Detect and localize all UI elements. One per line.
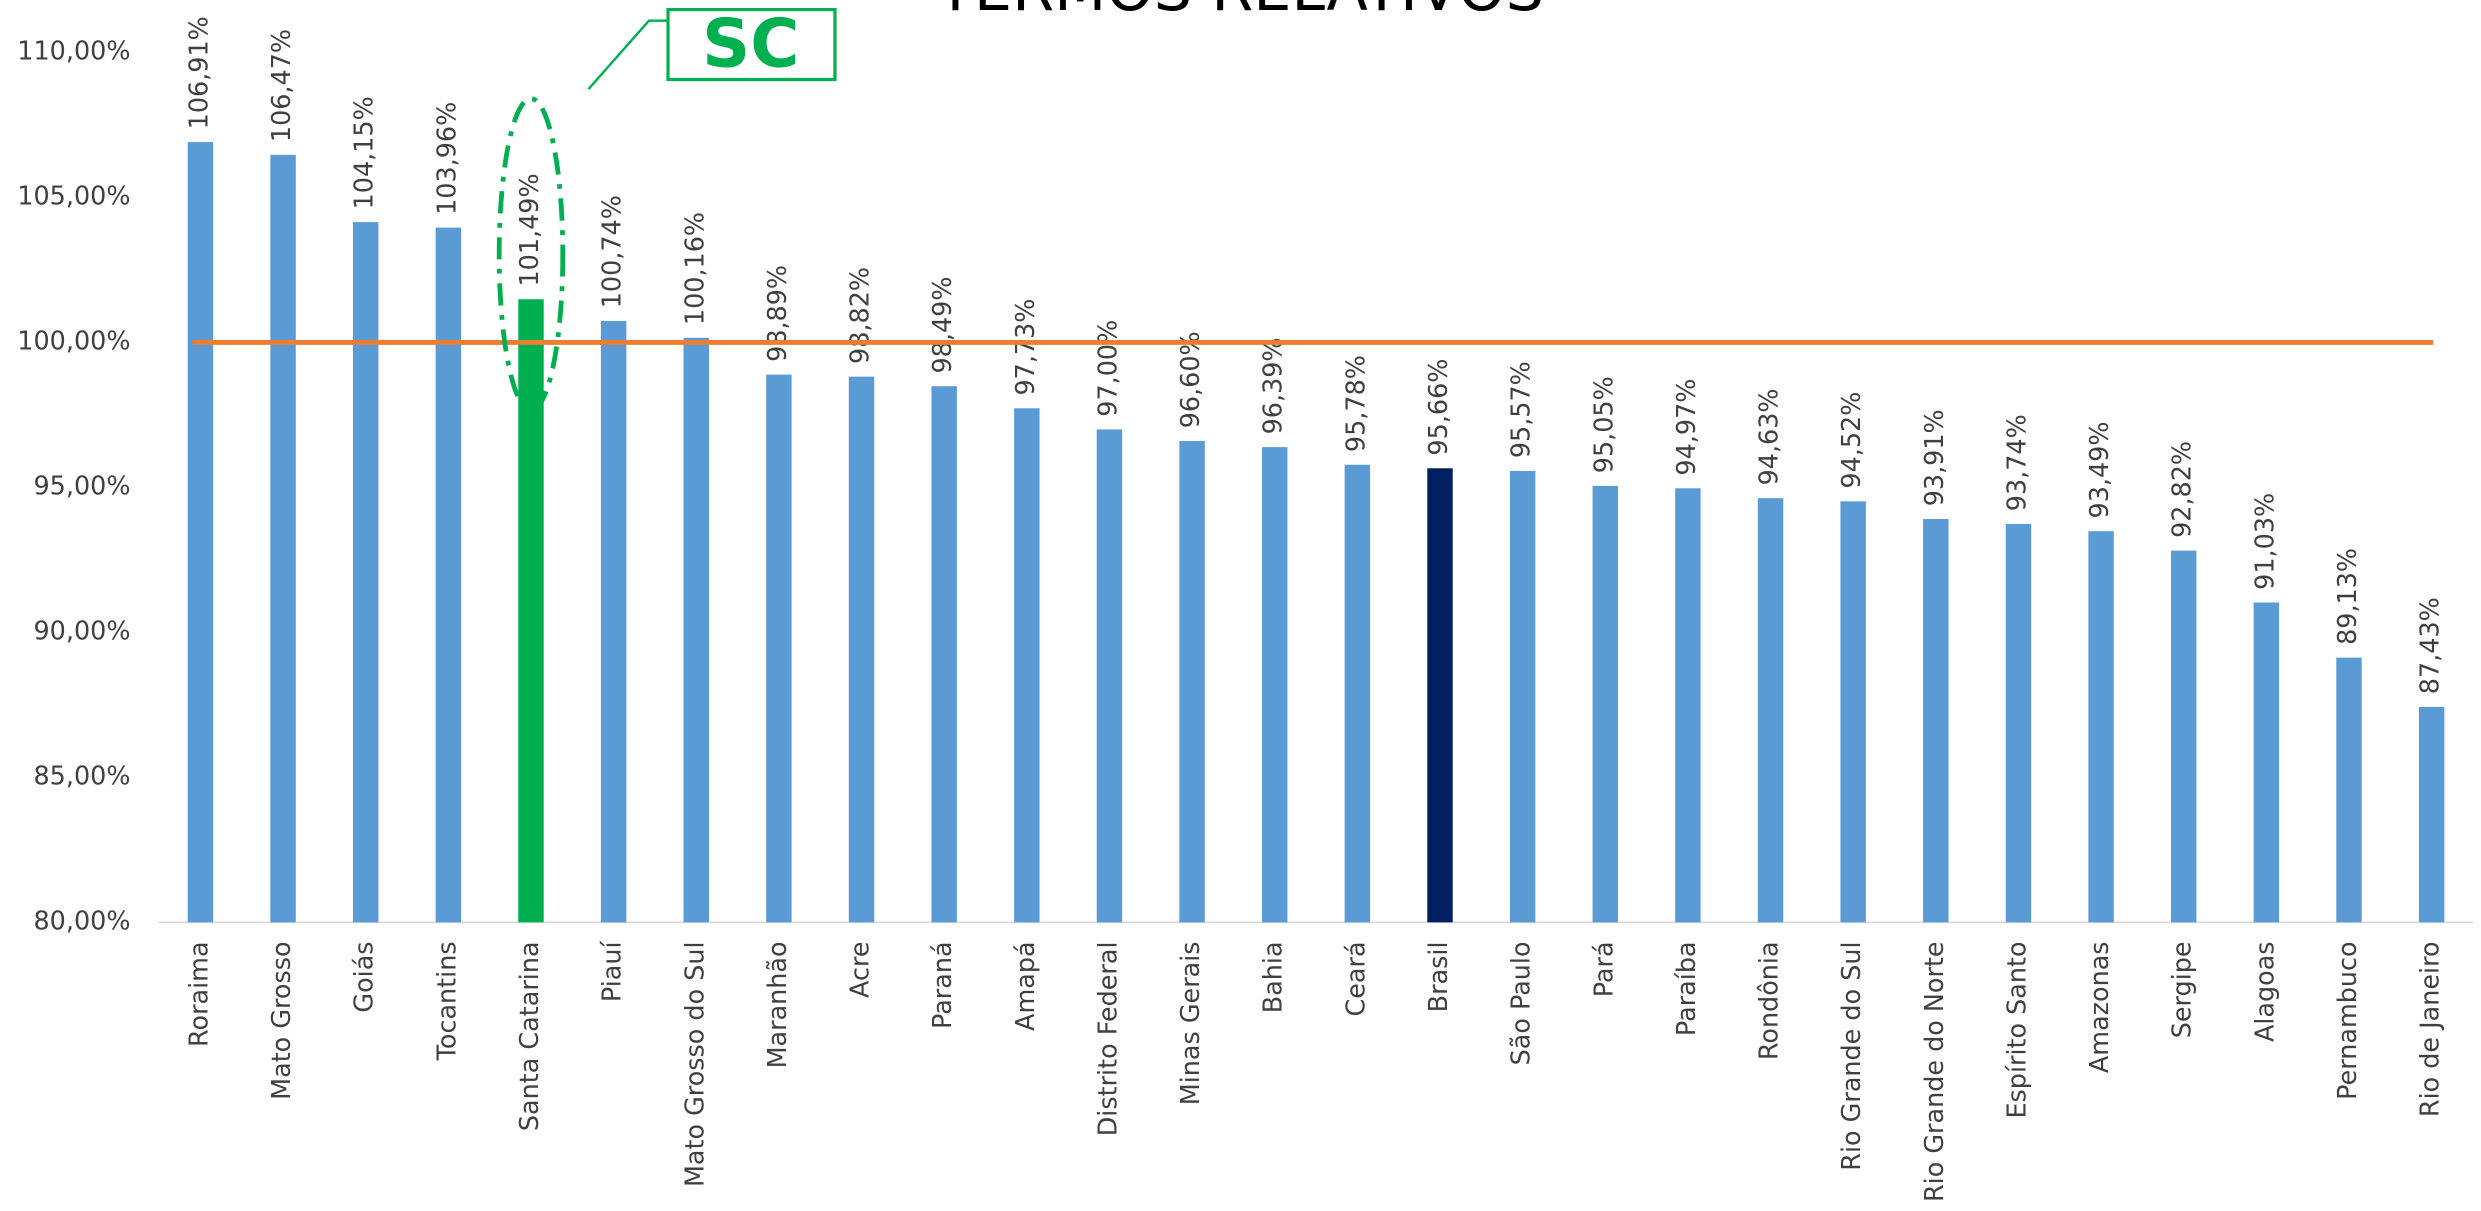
bar (2336, 657, 2362, 923)
y-tick-label: 110,00% (17, 35, 130, 65)
value-label: 95,05% (1588, 376, 1618, 473)
value-label: 95,57% (1506, 361, 1536, 458)
bar (187, 142, 214, 923)
x-tick-label: Amazonas (2084, 941, 2114, 1073)
x-tick-label: Paraná (927, 941, 957, 1029)
bar (1014, 408, 1040, 923)
bar (1509, 470, 1536, 923)
value-label: 98,82% (845, 267, 875, 364)
value-label: 106,47% (266, 29, 296, 142)
value-label: 98,49% (927, 276, 957, 373)
x-tick-label: Pernambuco (2332, 941, 2362, 1099)
x-tick-label: São Paulo (1506, 941, 1536, 1065)
bar (2170, 550, 2197, 923)
value-label: 97,73% (1010, 299, 1040, 396)
value-label: 96,60% (1175, 331, 1205, 428)
x-tick-label: Maranhão (762, 941, 792, 1068)
value-label: 87,43% (2415, 597, 2445, 694)
x-tick-label: Ceará (1340, 941, 1370, 1016)
value-label: 91,03% (2249, 493, 2279, 590)
bar (1179, 441, 1205, 923)
highlight-ellipse (496, 96, 566, 413)
annotation-leader (587, 19, 669, 90)
bar (1592, 485, 1618, 923)
bar (2005, 523, 2032, 923)
value-label: 95,66% (1423, 359, 1453, 456)
x-tick-label: Brasil (1423, 941, 1453, 1012)
x-tick-label: Amapá (1010, 941, 1040, 1031)
y-tick-label: 95,00% (34, 470, 131, 500)
x-tick-label: Acre (845, 941, 875, 997)
bar (2253, 602, 2280, 923)
bar (1840, 501, 1866, 923)
bar (1427, 468, 1453, 923)
bar (518, 299, 544, 923)
y-tick-label: 80,00% (34, 905, 131, 935)
value-label: 93,49% (2084, 421, 2114, 518)
value-label: 100,74% (597, 195, 627, 308)
x-tick-label: Minas Gerais (1175, 941, 1205, 1105)
chart-title: TERMOS RELATIVOS (936, 0, 1544, 25)
bar (1096, 429, 1123, 923)
value-label: 92,82% (2167, 441, 2197, 538)
value-label: 96,39% (1258, 337, 1288, 434)
value-label: 94,63% (1754, 388, 1784, 485)
x-tick-label: Piauí (597, 941, 627, 1003)
value-label: 100,16% (679, 212, 709, 325)
y-tick-label: 85,00% (34, 760, 131, 790)
x-tick-label: Bahia (1258, 941, 1288, 1013)
value-label: 101,49% (514, 173, 544, 286)
value-label: 98,89% (762, 265, 792, 362)
annotation: SC (702, 4, 799, 82)
bar (2088, 531, 2114, 923)
value-label: 93,74% (2001, 414, 2031, 511)
x-tick-label: Santa Catarina (514, 941, 544, 1131)
x-tick-label: Tocantins (431, 941, 461, 1061)
bar (1757, 498, 1784, 923)
x-tick-label: Roraima (183, 941, 213, 1047)
value-label: 106,91% (183, 16, 213, 129)
bar (600, 320, 627, 923)
x-tick-label: Alagoas (2249, 941, 2279, 1042)
x-tick-label: Espírito Santo (2001, 941, 2031, 1118)
bar (848, 376, 875, 923)
bar (1261, 447, 1288, 923)
value-label: 93,91% (1919, 409, 1949, 506)
y-tick-label: 105,00% (17, 180, 130, 210)
x-tick-label: Rio Grande do Sul (1836, 941, 1866, 1170)
bar (683, 337, 709, 923)
bar (2418, 706, 2445, 923)
x-tick-label: Mato Grosso (266, 941, 296, 1099)
x-tick-label: Mato Grosso do Sul (679, 941, 709, 1187)
value-label: 97,00% (1092, 320, 1122, 417)
x-tick-label: Sergipe (2167, 941, 2197, 1038)
value-label: 95,78% (1340, 355, 1370, 452)
value-label: 94,97% (1671, 379, 1701, 476)
x-tick-label: Rio Grande do Norte (1919, 941, 1949, 1202)
bar (766, 374, 792, 923)
value-label: 104,15% (349, 96, 379, 209)
value-label: 103,96% (431, 102, 461, 215)
bar (931, 386, 957, 923)
bar (1923, 519, 1949, 923)
x-tick-label: Distrito Federal (1092, 941, 1122, 1136)
bar (1675, 488, 1701, 923)
value-label: 89,13% (2332, 548, 2362, 645)
x-tick-label: Paraíba (1671, 941, 1701, 1036)
value-label: 94,52% (1836, 392, 1866, 489)
x-tick-label: Rondônia (1754, 941, 1784, 1060)
bar (270, 154, 296, 923)
bar (435, 227, 462, 923)
y-tick-label: 100,00% (17, 325, 130, 355)
x-tick-label: Pará (1588, 941, 1618, 997)
bar (1344, 464, 1371, 923)
y-tick-label: 90,00% (34, 615, 131, 645)
x-tick-label: Rio de Janeiro (2415, 941, 2445, 1117)
annotation-box (666, 7, 837, 82)
bar (352, 222, 379, 923)
x-tick-label: Goiás (349, 941, 379, 1012)
